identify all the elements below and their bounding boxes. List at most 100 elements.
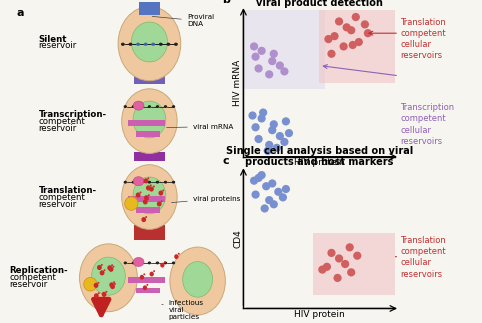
- Ellipse shape: [172, 262, 175, 264]
- Point: [270, 122, 278, 127]
- Point: [270, 51, 278, 56]
- Ellipse shape: [132, 105, 135, 108]
- Ellipse shape: [121, 165, 177, 229]
- Text: a: a: [17, 8, 25, 18]
- Y-axis label: HIV mRNA: HIV mRNA: [233, 60, 242, 106]
- Ellipse shape: [121, 89, 177, 153]
- Ellipse shape: [140, 275, 144, 280]
- Point: [282, 186, 290, 192]
- Ellipse shape: [133, 101, 144, 110]
- Ellipse shape: [123, 262, 127, 264]
- Text: reservoir: reservoir: [10, 280, 48, 289]
- Ellipse shape: [111, 264, 113, 266]
- Ellipse shape: [164, 181, 167, 183]
- Ellipse shape: [145, 216, 147, 218]
- Bar: [134, 225, 165, 240]
- Point: [252, 192, 259, 197]
- Ellipse shape: [80, 244, 137, 312]
- Ellipse shape: [98, 292, 100, 294]
- Ellipse shape: [114, 283, 116, 285]
- Text: c: c: [222, 156, 229, 166]
- Text: Silent: Silent: [39, 35, 67, 44]
- Ellipse shape: [140, 181, 143, 183]
- Ellipse shape: [133, 177, 166, 214]
- Ellipse shape: [140, 192, 142, 193]
- Point: [348, 270, 355, 275]
- Ellipse shape: [164, 261, 166, 263]
- Point: [319, 267, 326, 272]
- Point: [361, 22, 369, 27]
- Point: [353, 253, 361, 258]
- Point: [252, 125, 259, 130]
- Point: [343, 25, 350, 30]
- Point: [255, 175, 263, 181]
- Point: [266, 198, 273, 203]
- Ellipse shape: [94, 283, 98, 288]
- Ellipse shape: [149, 272, 154, 276]
- Title: Single cell analysis based on
viral product detection: Single cell analysis based on viral prod…: [240, 0, 399, 7]
- Ellipse shape: [166, 43, 170, 46]
- Point: [346, 245, 354, 250]
- Point: [279, 195, 287, 200]
- Ellipse shape: [140, 105, 143, 108]
- X-axis label: HIV protein: HIV protein: [294, 310, 345, 319]
- Ellipse shape: [156, 262, 159, 264]
- Point: [250, 178, 258, 183]
- Ellipse shape: [151, 43, 155, 46]
- Title: Single cell analysis based on viral
products and host markers: Single cell analysis based on viral prod…: [226, 146, 413, 167]
- Ellipse shape: [146, 185, 151, 191]
- Point: [335, 256, 343, 261]
- Point: [323, 264, 331, 269]
- Point: [276, 63, 284, 68]
- Point: [266, 142, 273, 148]
- Ellipse shape: [174, 254, 178, 259]
- Point: [258, 172, 266, 178]
- Ellipse shape: [178, 253, 180, 255]
- Ellipse shape: [183, 262, 213, 297]
- Ellipse shape: [144, 43, 147, 46]
- Ellipse shape: [157, 201, 161, 206]
- Point: [264, 148, 271, 153]
- Text: Translation-: Translation-: [39, 186, 97, 195]
- Point: [255, 136, 263, 141]
- Point: [252, 54, 259, 59]
- X-axis label: HIV protein: HIV protein: [294, 158, 345, 167]
- Text: Translation
competent
cellular
reservoirs: Translation competent cellular reservoir…: [400, 18, 446, 60]
- Bar: [128, 196, 165, 202]
- Ellipse shape: [102, 292, 107, 297]
- Ellipse shape: [129, 43, 133, 46]
- Ellipse shape: [94, 293, 99, 298]
- Text: Replication-: Replication-: [10, 266, 68, 275]
- Point: [282, 119, 290, 124]
- Ellipse shape: [160, 263, 164, 267]
- Point: [255, 66, 263, 71]
- Point: [268, 128, 276, 133]
- Text: competent: competent: [39, 117, 85, 126]
- Point: [348, 28, 355, 33]
- Bar: [128, 120, 165, 126]
- Ellipse shape: [112, 266, 114, 268]
- Ellipse shape: [174, 43, 178, 46]
- Point: [349, 42, 357, 47]
- Point: [355, 39, 362, 45]
- Ellipse shape: [113, 281, 115, 283]
- Ellipse shape: [97, 265, 102, 270]
- Text: Translation
competent
cellular
reservoirs: Translation competent cellular reservoir…: [400, 236, 446, 278]
- Ellipse shape: [143, 273, 145, 275]
- Ellipse shape: [136, 193, 141, 198]
- Point: [364, 31, 372, 36]
- Point: [250, 44, 258, 49]
- Text: viral proteins: viral proteins: [172, 196, 240, 203]
- Ellipse shape: [141, 217, 146, 222]
- Point: [276, 133, 284, 139]
- Bar: [136, 288, 160, 293]
- Ellipse shape: [147, 177, 149, 179]
- Ellipse shape: [153, 270, 155, 272]
- Ellipse shape: [153, 185, 155, 187]
- Ellipse shape: [123, 181, 127, 183]
- Point: [266, 72, 273, 77]
- Ellipse shape: [92, 257, 125, 295]
- Point: [352, 15, 360, 20]
- Ellipse shape: [161, 200, 162, 202]
- Bar: [136, 131, 160, 137]
